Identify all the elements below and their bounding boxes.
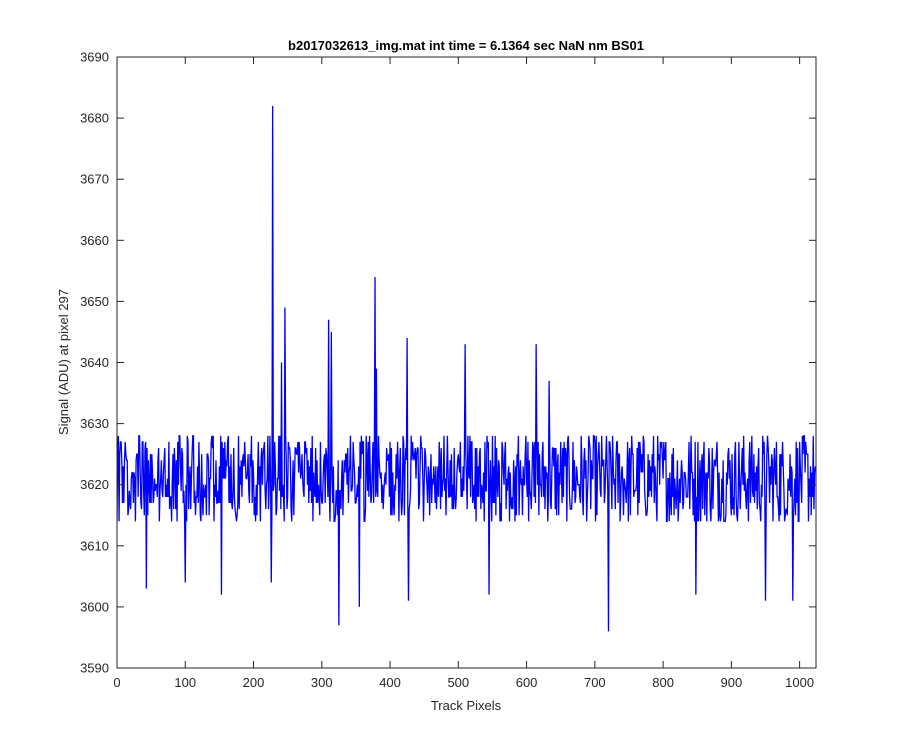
x-tick-label: 1000 xyxy=(785,675,814,690)
y-axis-label: Signal (ADU) at pixel 297 xyxy=(56,289,71,435)
x-tick-label: 200 xyxy=(243,675,265,690)
x-tick-label: 400 xyxy=(379,675,401,690)
x-tick-label: 500 xyxy=(447,675,469,690)
y-tick-label: 3660 xyxy=(80,233,109,248)
y-tick-label: 3590 xyxy=(80,661,109,676)
x-tick-label: 0 xyxy=(113,675,120,690)
chart-title: b2017032613_img.mat int time = 6.1364 se… xyxy=(288,38,644,53)
y-tick-label: 3690 xyxy=(80,50,109,65)
y-tick-label: 3620 xyxy=(80,477,109,492)
y-tick-label: 3650 xyxy=(80,294,109,309)
tick-layer: 0 100 200 300 400 500 600 700 800 900 1000 3590 3600… xyxy=(80,50,816,690)
y-tick-label: 3610 xyxy=(80,538,109,553)
y-tick-label: 3640 xyxy=(80,355,109,370)
y-tick-label: 3670 xyxy=(80,172,109,187)
plot-area xyxy=(117,57,816,668)
x-tick-label: 600 xyxy=(516,675,538,690)
x-tick-label: 800 xyxy=(652,675,674,690)
y-tick-label: 3680 xyxy=(80,111,109,126)
x-tick-label: 100 xyxy=(174,675,196,690)
y-tick-label: 3600 xyxy=(80,599,109,614)
y-tick-label: 3630 xyxy=(80,416,109,431)
x-axis-label: Track Pixels xyxy=(431,698,502,713)
signal-series-line xyxy=(117,105,816,632)
x-tick-label: 700 xyxy=(584,675,606,690)
data-layer xyxy=(117,105,816,632)
x-tick-label: 900 xyxy=(721,675,743,690)
x-tick-label: 300 xyxy=(311,675,333,690)
